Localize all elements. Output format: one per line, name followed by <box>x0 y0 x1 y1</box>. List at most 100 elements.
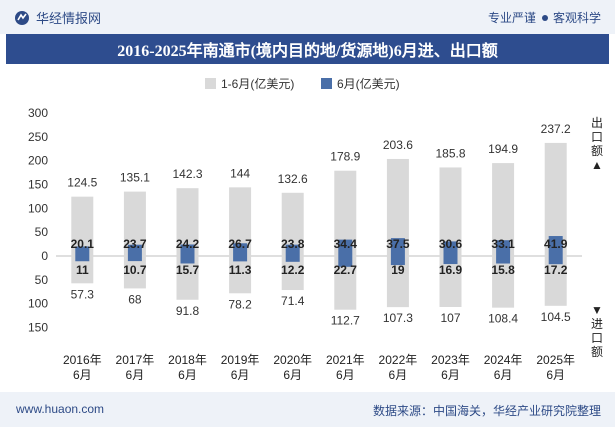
top-bar: 华经情报网 专业严谨 客观科学 <box>0 0 615 34</box>
tagline-right: 客观科学 <box>552 11 601 25</box>
month-import-label: 22.7 <box>334 263 358 277</box>
down-arrow-icon: ▼ <box>591 303 603 317</box>
month-import-label: 11 <box>76 263 89 277</box>
month-export-label: 26.7 <box>228 237 252 251</box>
x-tick-label: 6月 <box>546 368 565 382</box>
cumulative-export-bar <box>123 191 146 256</box>
month-export-bar <box>338 239 353 256</box>
x-tick-label: 2022年 <box>379 353 418 367</box>
export-label-char: 额 <box>590 144 603 158</box>
x-tick-label: 6月 <box>389 368 408 382</box>
y-tick-label: 100 <box>28 201 48 215</box>
cumulative-import-label: 107 <box>440 311 460 325</box>
month-export-bar <box>390 238 405 256</box>
month-export-label: 24.2 <box>176 237 200 251</box>
cumulative-import-bar <box>229 256 252 294</box>
legend-swatch-month <box>321 78 332 89</box>
x-tick-label: 2021年 <box>326 353 365 367</box>
cumulative-import-label: 104.5 <box>541 310 571 324</box>
month-import-label: 11.3 <box>229 263 252 277</box>
chart-title: 2016-2025年南通市(境内目的地/货源地)6月进、出口额 <box>6 34 609 64</box>
month-import-bar <box>180 256 195 264</box>
month-import-label: 15.7 <box>176 263 200 277</box>
footer: www.huaon.com 数据来源：中国海关，华经产业研究院整理 <box>0 392 615 427</box>
cumulative-import-label: 112.7 <box>331 314 360 328</box>
cumulative-import-bar <box>492 256 515 308</box>
cumulative-import-label: 108.4 <box>488 312 518 326</box>
cumulative-import-bar <box>71 256 94 284</box>
x-tick-label: 2024年 <box>484 353 523 367</box>
month-import-bar <box>390 256 405 266</box>
y-tick-label: 150 <box>28 321 48 335</box>
month-export-bar <box>443 241 458 256</box>
y-tick-label: 100 <box>28 297 48 311</box>
cumulative-export-bar <box>544 142 567 256</box>
cumulative-import-bar <box>544 256 567 306</box>
import-label-char: 额 <box>590 345 603 359</box>
month-import-bar <box>338 256 353 267</box>
bullet-icon <box>541 15 548 22</box>
cumulative-import-bar <box>386 256 409 308</box>
cumulative-import-label: 91.8 <box>176 304 200 318</box>
month-import-label: 16.9 <box>439 263 463 277</box>
cumulative-export-bar <box>229 187 252 256</box>
chart: 1-6月(亿美元) 6月(亿美元) 300 250 200 150 100 50 0 50 100 1… <box>28 76 582 382</box>
cumulative-export-label: 142.3 <box>172 167 202 181</box>
month-export-label: 23.7 <box>123 237 147 251</box>
import-label-char: 进 <box>590 317 603 331</box>
month-export-label: 23.8 <box>281 237 305 251</box>
month-export-bar <box>233 243 248 256</box>
tagline-left: 专业严谨 <box>487 11 536 25</box>
cumulative-import-bar <box>334 256 357 310</box>
cumulative-import-label: 57.3 <box>71 287 95 301</box>
month-import-bar <box>548 256 563 265</box>
y-tick-label: 200 <box>28 154 48 168</box>
x-tick-label: 6月 <box>494 368 513 382</box>
cumulative-export-label: 185.8 <box>435 146 465 160</box>
month-export-bar <box>496 240 511 256</box>
import-axis-label: ▼ 进 口 额 <box>590 303 604 359</box>
y-tick-label: 0 <box>41 249 48 263</box>
cumulative-import-bar <box>123 256 146 289</box>
month-export-label: 33.1 <box>491 237 515 251</box>
cumulative-import-label: 107.3 <box>383 311 413 325</box>
y-tick-label: 150 <box>28 178 48 192</box>
cumulative-export-label: 194.9 <box>488 142 518 156</box>
export-label-char: 口 <box>590 130 603 144</box>
x-tick-label: 2020年 <box>273 353 312 367</box>
x-tick-label: 6月 <box>283 368 302 382</box>
legend-label-month: 6月(亿美元) <box>337 76 400 91</box>
cumulative-export-bar <box>492 163 515 256</box>
x-tick-label: 6月 <box>336 368 355 382</box>
brand-name: 华经情报网 <box>36 11 102 26</box>
cumulative-export-bar <box>281 192 304 256</box>
month-import-bar <box>443 256 458 265</box>
x-tick-label: 2019年 <box>221 353 260 367</box>
cumulative-import-bar <box>176 256 199 300</box>
legend-label-cumulative: 1-6月(亿美元) <box>221 76 294 91</box>
month-export-label: 20.1 <box>71 237 95 251</box>
cumulative-import-label: 68 <box>128 292 142 306</box>
cumulative-import-label: 71.4 <box>281 294 305 308</box>
month-import-bar <box>233 256 248 262</box>
x-tick-label: 2017年 <box>116 353 155 367</box>
cumulative-import-bar <box>281 256 304 291</box>
month-import-label: 12.2 <box>281 263 305 277</box>
month-export-bar <box>75 246 90 256</box>
footer-url: www.huaon.com <box>16 402 105 416</box>
x-tick-label: 6月 <box>231 368 250 382</box>
cumulative-export-label: 132.6 <box>278 172 308 186</box>
month-export-bar <box>180 244 195 256</box>
month-import-bar <box>496 256 511 264</box>
cumulative-export-bar <box>71 196 94 256</box>
legend-swatch-cumulative <box>205 78 216 89</box>
month-export-label: 30.6 <box>439 237 463 251</box>
footer-source: 数据来源：中国海关，华经产业研究院整理 <box>372 404 601 418</box>
cumulative-import-label: 78.2 <box>228 297 252 311</box>
up-arrow-icon: ▲ <box>591 158 603 172</box>
cumulative-export-bar <box>439 167 462 256</box>
x-tick-label: 6月 <box>73 368 92 382</box>
tagline: 专业严谨 客观科学 <box>488 9 601 26</box>
month-export-bar <box>548 236 563 256</box>
month-import-label: 19 <box>391 263 405 277</box>
